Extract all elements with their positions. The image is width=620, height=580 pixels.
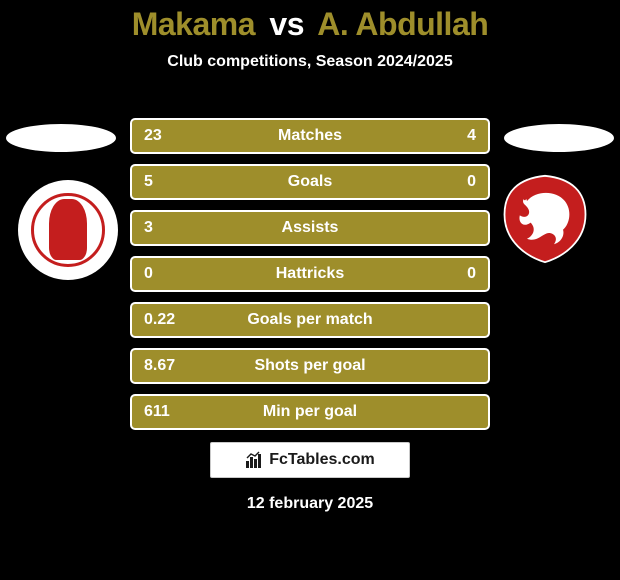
stat-row-assists: 3 Assists	[130, 210, 490, 246]
date-text: 12 february 2025	[0, 495, 620, 513]
right-badge-ellipse	[504, 124, 614, 152]
stat-row-hattricks: 0 Hattricks 0	[130, 256, 490, 292]
right-club-crest	[500, 174, 590, 264]
stat-label: Goals per match	[132, 311, 488, 329]
left-badge-ellipse	[6, 124, 116, 152]
stat-label: Assists	[132, 219, 488, 237]
watermark-badge: FcTables.com	[210, 442, 410, 478]
title-vs: vs	[269, 6, 304, 42]
player1-name: Makama	[132, 6, 255, 42]
stat-row-min-per-goal: 611 Min per goal	[130, 394, 490, 430]
stat-label: Hattricks	[132, 265, 488, 283]
stats-container: 23 Matches 4 5 Goals 0 3 Assists 0 Hattr…	[130, 118, 490, 440]
stat-row-goals: 5 Goals 0	[130, 164, 490, 200]
stat-left-value: 0.22	[144, 311, 175, 329]
stat-row-goals-per-match: 0.22 Goals per match	[130, 302, 490, 338]
stat-left-value: 3	[144, 219, 153, 237]
stat-label: Min per goal	[132, 403, 488, 421]
stat-left-value: 23	[144, 127, 162, 145]
crest-left-ring	[31, 193, 105, 267]
subtitle-text: Club competitions, Season 2024/2025	[0, 53, 620, 71]
stat-right-value: 0	[467, 265, 476, 283]
stat-label: Matches	[132, 127, 488, 145]
stat-right-value: 0	[467, 173, 476, 191]
chart-icon	[245, 451, 263, 469]
stat-label: Shots per goal	[132, 357, 488, 375]
crest-right-svg	[500, 174, 590, 264]
stat-left-value: 0	[144, 265, 153, 283]
stat-row-matches: 23 Matches 4	[130, 118, 490, 154]
left-club-crest	[18, 180, 118, 280]
comparison-title: Makama vs A. Abdullah	[0, 0, 620, 43]
stat-label: Goals	[132, 173, 488, 191]
stat-left-value: 611	[144, 403, 170, 421]
stat-left-value: 8.67	[144, 357, 175, 375]
stat-row-shots-per-goal: 8.67 Shots per goal	[130, 348, 490, 384]
crest-left-bg	[18, 180, 118, 280]
stat-left-value: 5	[144, 173, 153, 191]
player2-name: A. Abdullah	[317, 6, 488, 42]
watermark-text: FcTables.com	[269, 451, 375, 469]
crest-left-figure	[49, 199, 87, 260]
stat-right-value: 4	[467, 127, 476, 145]
